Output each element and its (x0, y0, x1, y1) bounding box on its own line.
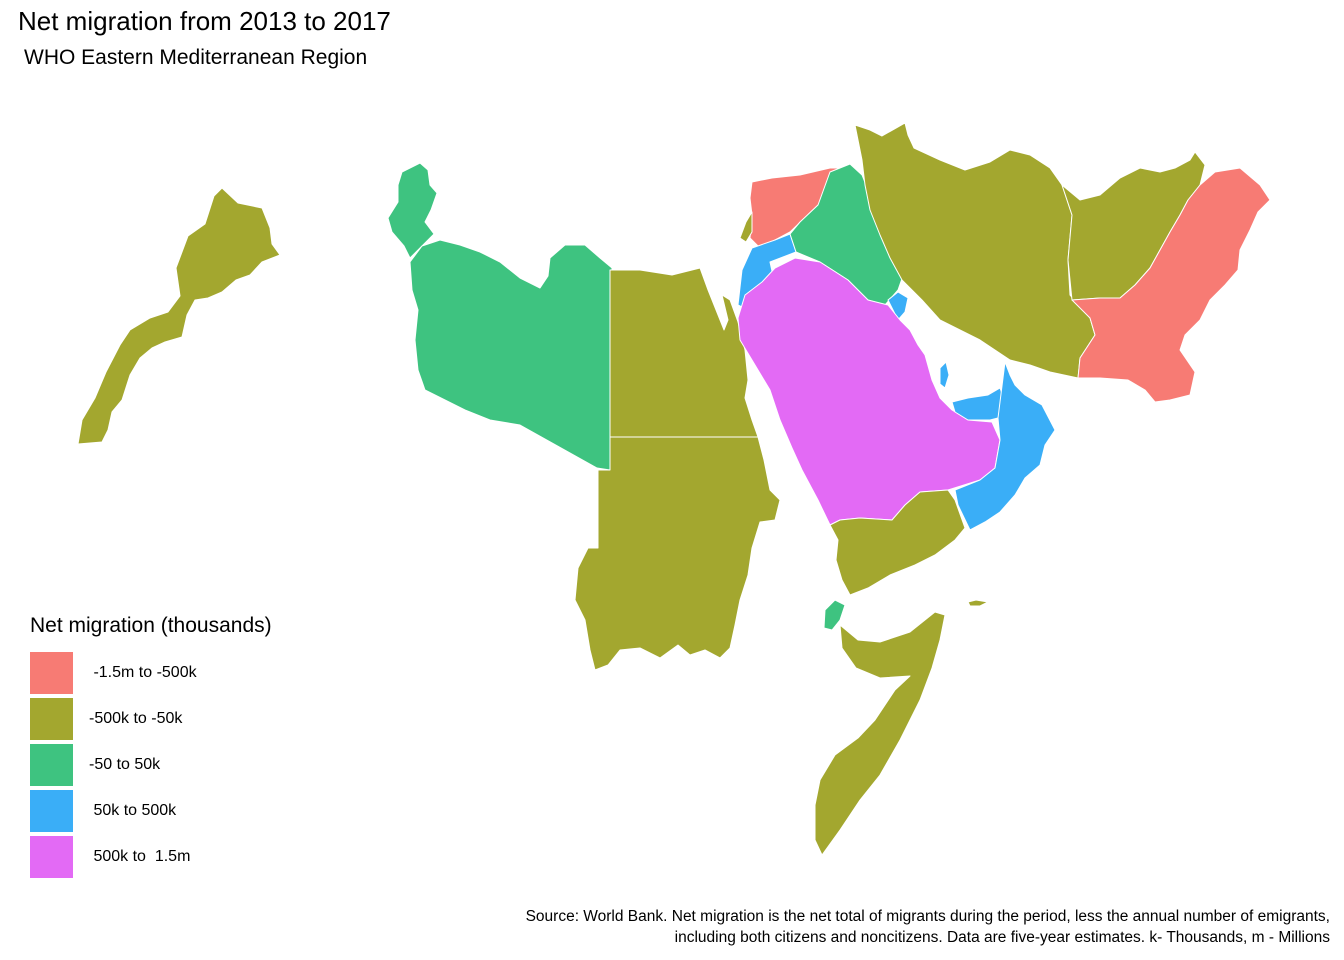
legend-swatch (30, 698, 73, 740)
legend-title: Net migration (thousands) (30, 614, 272, 637)
choropleth-map (77, 122, 1271, 856)
legend-item: -500k to -50k (30, 698, 272, 740)
source-line-1: Source: World Bank. Net migration is the… (525, 908, 1330, 925)
region-libya (409, 239, 613, 471)
legend-item: -50 to 50k (30, 744, 272, 786)
region-lebanon (739, 211, 753, 243)
region-morocco (77, 187, 281, 445)
legend-swatch (30, 744, 73, 786)
legend-item: 50k to 500k (30, 790, 272, 832)
source-line-2: including both citizens and noncitizens.… (674, 929, 1330, 946)
legend-swatch (30, 790, 73, 832)
region-uae (951, 387, 1006, 421)
region-somalia (814, 611, 946, 856)
legend-item: -1.5m to -500k (30, 652, 272, 694)
region-tunisia (387, 162, 438, 259)
legend-label: -500k to -50k (89, 710, 183, 727)
legend-label: -1.5m to -500k (89, 664, 197, 681)
region-saudi-arabia (737, 257, 1001, 526)
region-egypt (609, 267, 759, 438)
region-yemen (829, 489, 966, 596)
region-pakistan (1071, 167, 1271, 403)
region-djibouti (823, 599, 846, 631)
legend-swatch (30, 652, 73, 694)
region-socotra (967, 599, 989, 607)
legend-label: 50k to 500k (89, 802, 177, 819)
legend-swatch (30, 836, 73, 878)
region-sudan (574, 436, 781, 671)
source-note: Source: World Bank. Net migration is the… (526, 906, 1330, 948)
legend-label: -50 to 50k (89, 756, 161, 773)
region-qatar (939, 361, 950, 389)
chart-title: Net migration from 2013 to 2017 (18, 6, 391, 36)
legend-item: 500k to 1.5m (30, 836, 272, 878)
region-oman (954, 361, 1056, 531)
legend: Net migration (thousands) -1.5m to -500k… (30, 614, 272, 882)
chart-subtitle: WHO Eastern Mediterranean Region (24, 46, 368, 69)
legend-label: 500k to 1.5m (89, 848, 191, 865)
